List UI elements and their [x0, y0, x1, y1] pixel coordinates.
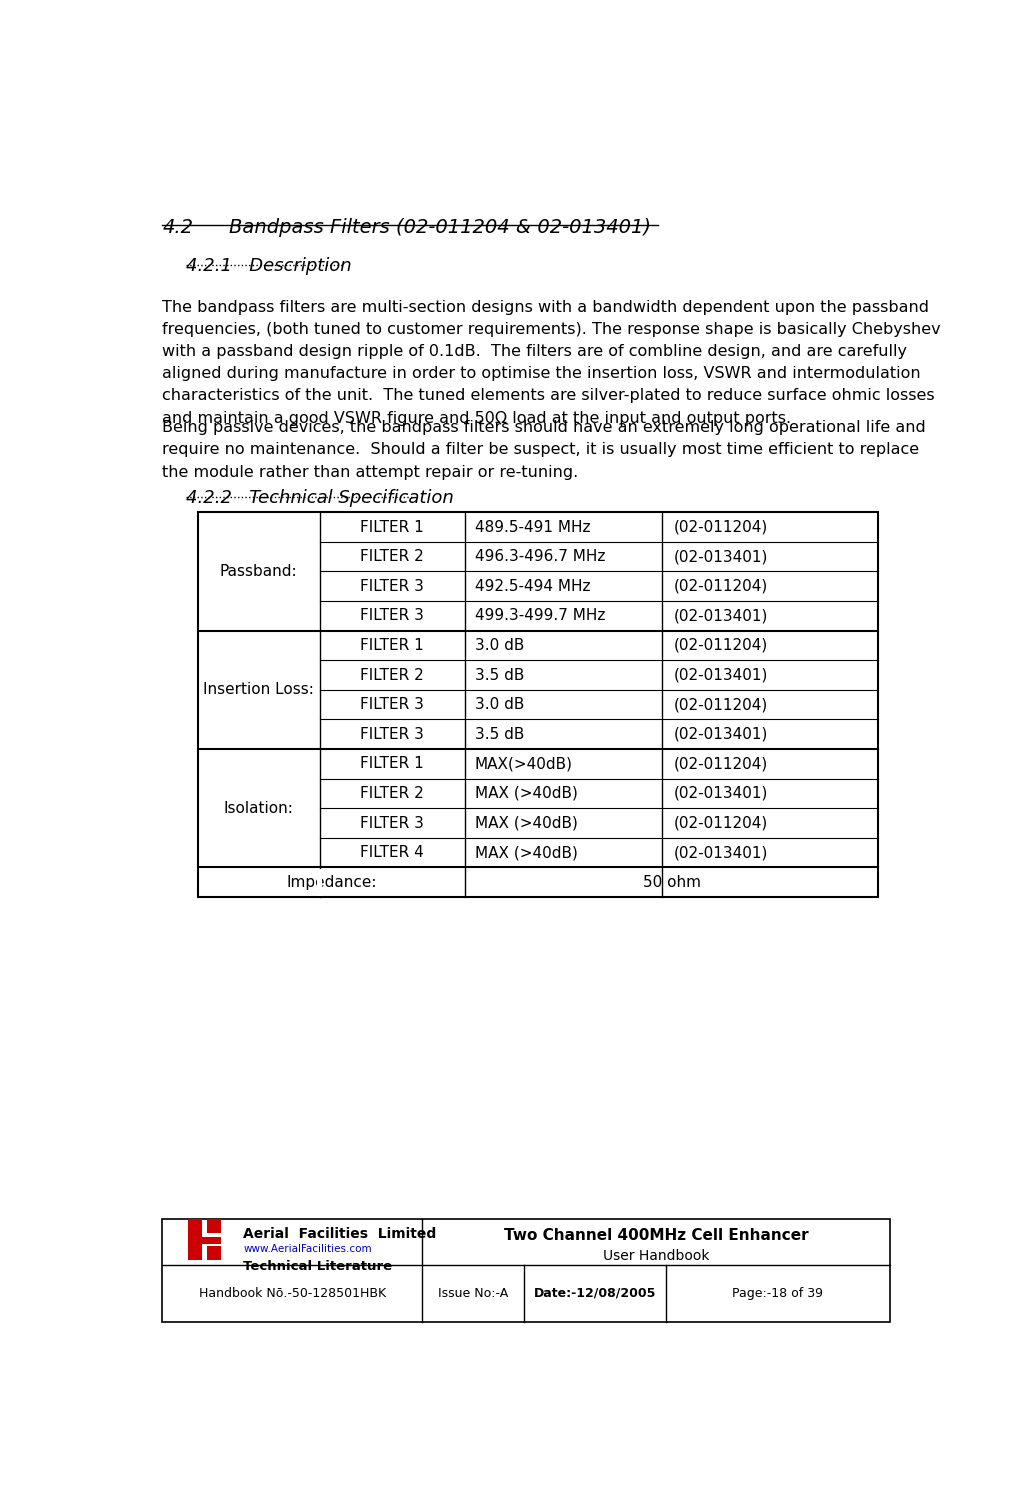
Text: (02-013401): (02-013401) — [674, 609, 768, 624]
Text: (02-011204): (02-011204) — [674, 816, 767, 831]
Text: (02-011204): (02-011204) — [674, 579, 767, 594]
Bar — [188, 1246, 202, 1261]
Bar — [198, 512, 878, 897]
Text: Aerial  Facilities  Limited: Aerial Facilities Limited — [244, 1226, 436, 1241]
Text: FILTER 1: FILTER 1 — [360, 756, 424, 771]
Text: Two Channel 400MHz Cell Enhancer: Two Channel 400MHz Cell Enhancer — [503, 1228, 808, 1243]
Text: Bandpass Filters (02-011204 & 02-013401): Bandpass Filters (02-011204 & 02-013401) — [229, 218, 652, 237]
Text: FILTER 1: FILTER 1 — [360, 519, 424, 534]
Text: FILTER 3: FILTER 3 — [360, 579, 424, 594]
Text: MAX(>40dB): MAX(>40dB) — [475, 756, 572, 771]
Text: FILTER 2: FILTER 2 — [360, 549, 424, 564]
Text: 499.3-499.7 MHz: 499.3-499.7 MHz — [475, 609, 605, 624]
Text: FILTER 2: FILTER 2 — [360, 786, 424, 801]
Text: FILTER 4: FILTER 4 — [360, 844, 424, 861]
Text: (02-011204): (02-011204) — [674, 697, 767, 712]
Text: www.AerialFacilities.com: www.AerialFacilities.com — [244, 1244, 371, 1253]
Bar — [318, 868, 322, 895]
Text: FILTER 3: FILTER 3 — [360, 609, 424, 624]
Text: Page:-18 of 39: Page:-18 of 39 — [732, 1288, 823, 1300]
Text: 496.3-496.7 MHz: 496.3-496.7 MHz — [475, 549, 605, 564]
Text: (02-013401): (02-013401) — [674, 844, 768, 861]
Text: 3.0 dB: 3.0 dB — [475, 639, 524, 653]
Text: (02-011204): (02-011204) — [674, 639, 767, 653]
Text: 4.2.2   Technical Specification: 4.2.2 Technical Specification — [186, 489, 454, 507]
Text: 489.5-491 MHz: 489.5-491 MHz — [475, 519, 590, 534]
Text: FILTER 3: FILTER 3 — [360, 697, 424, 712]
Text: FILTER 3: FILTER 3 — [360, 816, 424, 831]
Text: FILTER 3: FILTER 3 — [360, 727, 424, 742]
Text: (02-013401): (02-013401) — [674, 549, 768, 564]
Text: Handbook Nō.-50-128501HBK: Handbook Nō.-50-128501HBK — [199, 1288, 386, 1300]
Text: (02-011204): (02-011204) — [674, 519, 767, 534]
Text: 3.5 dB: 3.5 dB — [475, 727, 524, 742]
Text: User Handbook: User Handbook — [603, 1249, 709, 1262]
Bar — [207, 1219, 221, 1232]
Text: Impedance:: Impedance: — [286, 874, 377, 889]
Text: MAX (>40dB): MAX (>40dB) — [475, 816, 578, 831]
Bar — [207, 1246, 221, 1261]
Text: 492.5-494 MHz: 492.5-494 MHz — [475, 579, 590, 594]
Text: 3.5 dB: 3.5 dB — [475, 667, 524, 682]
Text: FILTER 2: FILTER 2 — [360, 667, 424, 682]
Text: (02-013401): (02-013401) — [674, 667, 768, 682]
Text: (02-013401): (02-013401) — [674, 727, 768, 742]
Text: MAX (>40dB): MAX (>40dB) — [475, 844, 578, 861]
Bar — [188, 1232, 202, 1246]
Text: Date:-12/08/2005: Date:-12/08/2005 — [534, 1288, 656, 1300]
Bar — [188, 1219, 202, 1232]
Text: Issue No:-A: Issue No:-A — [437, 1288, 509, 1300]
Text: (02-013401): (02-013401) — [674, 786, 768, 801]
Text: FILTER 1: FILTER 1 — [360, 639, 424, 653]
Text: Insertion Loss:: Insertion Loss: — [203, 682, 314, 697]
Text: (02-011204): (02-011204) — [674, 756, 767, 771]
Text: 50 ohm: 50 ohm — [642, 874, 700, 889]
Text: 3.0 dB: 3.0 dB — [475, 697, 524, 712]
Text: Isolation:: Isolation: — [223, 801, 293, 816]
Text: Being passive devices, the bandpass filters should have an extremely long operat: Being passive devices, the bandpass filt… — [162, 421, 926, 480]
Text: The bandpass filters are multi-section designs with a bandwidth dependent upon t: The bandpass filters are multi-section d… — [162, 300, 941, 425]
Bar — [162, 1219, 890, 1322]
Text: Technical Literature: Technical Literature — [244, 1261, 393, 1273]
Text: 4.2: 4.2 — [162, 218, 193, 237]
Text: Passband:: Passband: — [220, 564, 297, 579]
Text: 4.2.1   Description: 4.2.1 Description — [186, 257, 351, 275]
Text: MAX (>40dB): MAX (>40dB) — [475, 786, 578, 801]
Bar — [188, 1237, 221, 1244]
